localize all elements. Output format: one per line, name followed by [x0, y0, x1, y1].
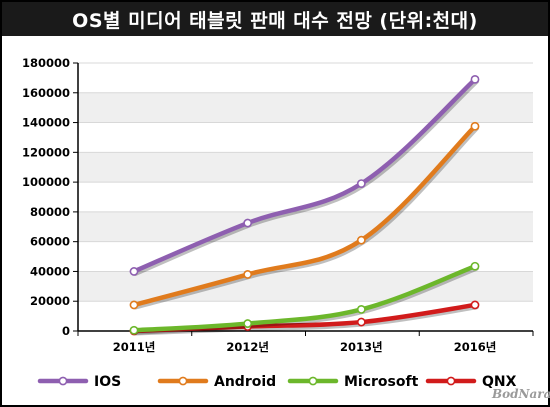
legend-marker	[178, 376, 188, 386]
data-point	[129, 325, 139, 335]
series-line	[131, 77, 478, 274]
y-tick-label: 100000	[22, 175, 70, 189]
legend-item-android: Android	[157, 374, 276, 390]
y-tick-label: 160000	[22, 86, 70, 100]
data-point	[470, 300, 480, 310]
data-point	[129, 267, 139, 276]
y-tick-label: 140000	[22, 116, 70, 130]
y-tick-label: 0	[62, 324, 70, 338]
legend-marker	[446, 376, 456, 386]
data-point	[243, 319, 253, 328]
legend-marker	[58, 376, 68, 386]
y-axis: 0 20000 40000 60000 80000 100000 120000 140000 1…	[22, 56, 79, 338]
grid-band	[78, 92, 533, 123]
series-android	[129, 121, 480, 310]
x-tick-label: 2016년	[454, 340, 497, 354]
data-point	[129, 300, 139, 310]
x-tick-label: 2011년	[113, 340, 156, 354]
grid-band	[78, 152, 533, 183]
y-tick-label: 60000	[30, 235, 70, 249]
legend-item-qnx: QNX	[425, 374, 517, 390]
y-tick-label: 20000	[30, 294, 70, 308]
y-tick-label: 120000	[22, 145, 70, 159]
y-tick-label: 180000	[22, 56, 70, 70]
legend-label: Android	[214, 374, 276, 390]
legend-item-ios: IOS	[37, 374, 121, 390]
y-tick-label: 40000	[30, 264, 70, 278]
x-tick-label: 2012년	[226, 340, 269, 354]
legend-label: QNX	[482, 374, 517, 390]
data-point	[356, 317, 366, 327]
grid-band	[78, 211, 533, 242]
legend-item-microsoft: Microsoft	[287, 374, 419, 390]
legend: IOS Android Microsoft QNX	[37, 374, 517, 390]
series-lines	[129, 74, 480, 336]
series-line-shadow	[133, 78, 479, 276]
series-line	[131, 263, 478, 333]
y-tick-label: 80000	[30, 205, 70, 219]
data-point	[356, 305, 366, 314]
plot-background	[78, 62, 533, 332]
series-line-shadow	[133, 125, 479, 310]
data-point	[470, 261, 480, 271]
grid-band	[78, 271, 533, 302]
grid-band	[78, 241, 533, 272]
watermark: BodNara	[491, 387, 550, 401]
data-point	[470, 121, 480, 131]
series-ios	[129, 74, 480, 276]
legend-marker	[308, 376, 318, 386]
data-point	[356, 235, 366, 245]
chart-title: OS별 미디어 태블릿 판매 대수 전망 (단위:천대)	[72, 9, 478, 32]
data-point	[470, 74, 480, 84]
x-tick-label: 2013년	[340, 340, 383, 354]
data-point	[243, 218, 253, 228]
title-bar: OS별 미디어 태블릿 판매 대수 전망 (단위:천대)	[2, 2, 548, 36]
grid-band	[78, 63, 533, 93]
data-point	[243, 270, 253, 279]
legend-label: IOS	[94, 374, 121, 390]
data-point	[356, 179, 366, 188]
legend-label: Microsoft	[344, 374, 419, 390]
series-microsoft	[129, 261, 480, 335]
series-line	[131, 124, 478, 308]
